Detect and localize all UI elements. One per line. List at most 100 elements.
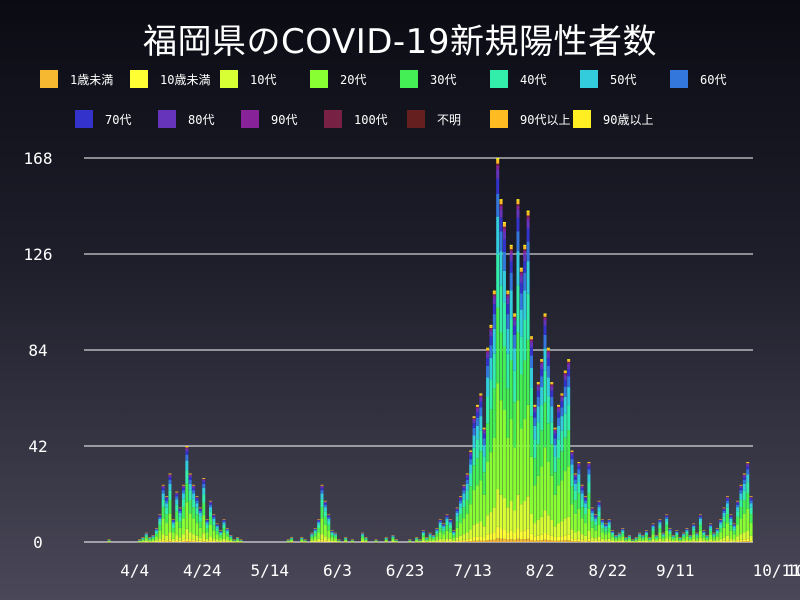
bar-segment: [465, 473, 469, 475]
legend-label: 1歳未満: [70, 72, 114, 87]
bar-segment: [729, 518, 733, 522]
bar-segment: [317, 532, 321, 539]
bar-segment: [219, 537, 223, 541]
bar-segment: [580, 485, 584, 486]
bar-segment: [742, 532, 746, 540]
bar-segment: [526, 293, 530, 340]
bar-segment: [323, 536, 327, 541]
bar-segment: [506, 295, 510, 299]
bar-segment: [334, 536, 338, 539]
legend-swatch: [241, 110, 259, 128]
bar-segment: [168, 477, 172, 480]
bar-segment: [536, 386, 540, 391]
bar-segment: [502, 346, 506, 410]
bar-segment: [530, 342, 533, 348]
bar-segment: [742, 473, 746, 475]
bar-segment: [746, 464, 750, 467]
bar-segment: [482, 427, 486, 429]
bar-segment: [692, 526, 696, 529]
bar-segment: [202, 478, 206, 479]
bar-segment: [573, 513, 577, 533]
bar-segment: [722, 537, 726, 541]
bar-segment: [590, 516, 594, 522]
legend-label: 20代: [340, 72, 367, 87]
bar-segment: [546, 365, 550, 378]
bar-segment: [185, 541, 189, 542]
bar-segment: [428, 533, 432, 535]
bar-segment: [513, 447, 517, 511]
bar-segment: [644, 531, 648, 533]
legend-label: 60代: [700, 72, 727, 87]
bar-segment: [567, 466, 571, 517]
bar-segment: [590, 527, 594, 538]
bar-segment: [327, 540, 331, 542]
bar-segment: [719, 519, 723, 521]
bar-segment: [452, 535, 456, 538]
bar-segment: [553, 540, 557, 542]
bar-segment: [421, 535, 425, 538]
bar-segment: [695, 536, 699, 539]
bar-segment: [438, 538, 442, 542]
bar-segment: [732, 525, 736, 527]
bar-segment: [516, 204, 520, 206]
bar-segment: [573, 483, 577, 491]
bar-segment: [499, 285, 503, 333]
bar-segment: [459, 535, 463, 541]
bar-segment: [229, 541, 233, 542]
bar-segment: [638, 534, 642, 536]
bar-segment: [563, 518, 567, 536]
bar-segment: [516, 285, 520, 333]
bar-segment: [715, 530, 719, 532]
bar-segment: [584, 503, 588, 508]
bar-segment: [712, 535, 716, 537]
bar-segment: [320, 539, 324, 542]
bar-segment: [695, 533, 699, 535]
bar-segment: [577, 482, 581, 494]
bar-segment: [621, 529, 625, 531]
bar-segment: [415, 539, 419, 541]
bar-segment: [580, 541, 584, 542]
bar-segment: [148, 539, 152, 541]
bar-segment: [168, 513, 172, 533]
bar-segment: [560, 397, 564, 402]
bar-segment: [171, 541, 175, 542]
bar-segment: [523, 360, 527, 420]
bar-segment: [415, 540, 419, 542]
bar-segment: [168, 539, 172, 542]
bar-segment: [587, 530, 591, 539]
bar-segment: [580, 499, 584, 508]
bar-segment: [634, 540, 638, 542]
bar-segment: [215, 524, 219, 526]
bar-segment: [438, 524, 442, 529]
bar-segment: [739, 485, 743, 487]
bar-segment: [448, 532, 452, 539]
bar-segment: [479, 480, 483, 522]
bar-segment: [465, 475, 469, 478]
bar-segment: [641, 541, 645, 542]
bar-segment: [192, 490, 196, 494]
bar-segment: [627, 541, 631, 542]
legend-item: 90歳以上: [573, 110, 653, 128]
bar-segment: [698, 525, 702, 531]
bar-segment: [205, 532, 209, 539]
bar-segment: [533, 540, 537, 542]
bar-segment: [181, 507, 185, 519]
bar-segment: [144, 538, 148, 541]
bar-segment: [432, 536, 435, 537]
bar-segment: [732, 534, 736, 540]
bar-segment: [421, 531, 425, 533]
bar-segment: [685, 531, 689, 534]
bar-segment: [192, 487, 196, 491]
bar-segment: [594, 521, 598, 526]
bar-segment: [590, 508, 594, 510]
bar-segment: [323, 503, 327, 505]
bar-segment: [317, 538, 321, 542]
bar-segment: [219, 532, 223, 534]
bar-segment: [168, 500, 172, 514]
bar-segment: [445, 521, 449, 526]
bar-segment: [526, 241, 530, 262]
bar-segment: [746, 462, 750, 464]
bar-segment: [580, 487, 584, 491]
bar-segment: [171, 524, 175, 529]
bar-segment: [462, 539, 466, 542]
